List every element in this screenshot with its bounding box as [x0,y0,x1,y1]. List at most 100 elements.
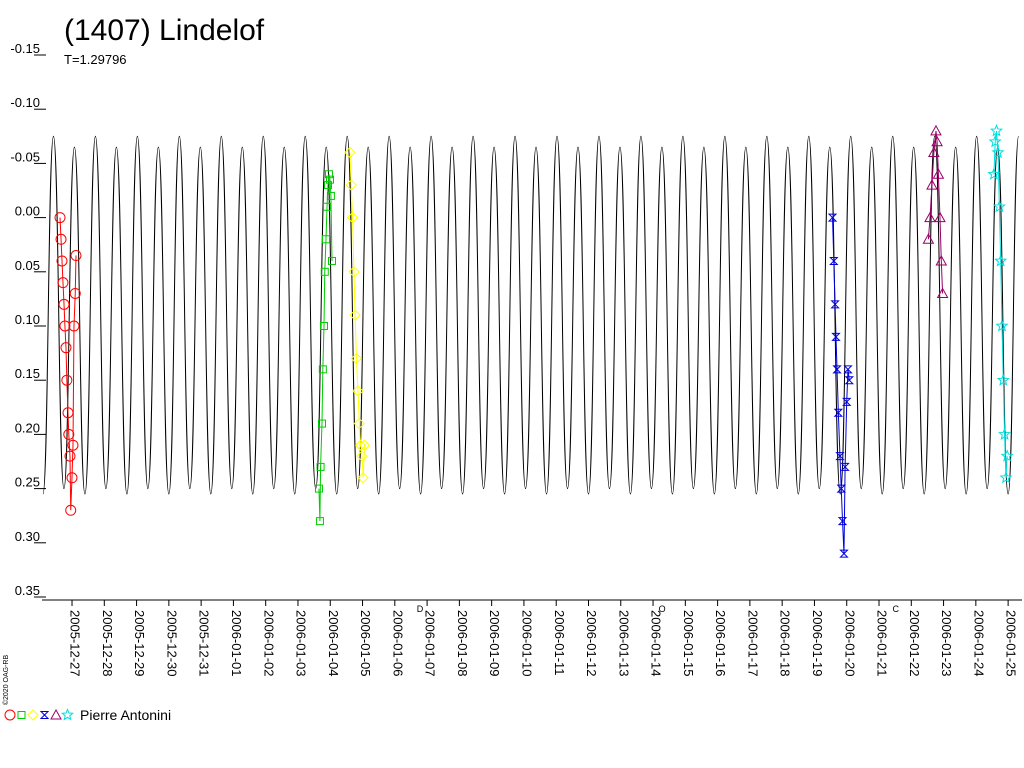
data-point [839,549,849,558]
x-tick-label: 2006-01-08 [455,610,470,677]
legend-symbol [39,711,50,719]
data-point [316,462,325,471]
data-point [837,517,848,526]
data-point [320,267,329,276]
data-point [58,298,70,310]
data-point [324,170,333,179]
x-tick-label: 2005-12-29 [132,610,147,677]
data-point [318,365,327,374]
y-tick-label: 0.10 [15,312,40,327]
x-tick-label: 2006-01-21 [875,610,890,677]
credit: ©2020 OAG-RB [2,655,10,706]
data-point [835,452,845,461]
data-point [317,419,326,428]
legend-symbol [50,708,62,720]
data-point [1000,449,1014,462]
x-tick-label: 2006-01-13 [616,610,631,677]
annotation: O [659,604,666,614]
x-tick-label: 2005-12-31 [197,610,212,677]
chart-title: (1407) Lindelof [64,14,265,47]
y-tick-label: 0.20 [15,420,40,435]
data-point [354,439,367,451]
y-tick-label: 0.15 [15,366,40,381]
data-point [926,179,938,190]
data-point [349,309,361,321]
y-tick-label: 0.30 [15,529,40,544]
x-tick-label: 2005-12-30 [164,610,179,677]
data-point [54,212,66,224]
data-point [996,373,1010,386]
data-point [840,462,850,471]
data-point [930,124,942,136]
data-point [931,135,943,147]
data-point [987,167,1001,180]
data-point [999,470,1013,484]
data-point [989,124,1004,137]
series-line [927,130,944,294]
series [344,146,371,484]
x-tick-label: 2006-01-03 [294,610,309,677]
x-tick-label: 2006-01-04 [326,610,341,677]
x-tick-label: 2006-01-12 [584,610,599,677]
x-tick-label: 2006-01-19 [810,610,825,677]
series [922,124,949,298]
x-tick-label: 2006-01-17 [745,610,760,677]
data-point [833,408,844,417]
data-point [319,322,328,330]
x-tick-label: 2006-01-23 [939,610,954,677]
data-point [995,319,1009,332]
data-point [998,427,1012,440]
y-tick-label: -0.15 [10,41,40,56]
data-point [348,266,360,278]
data-point [346,211,359,224]
x-tick-label: 2006-01-02 [261,610,276,677]
data-point [836,484,846,493]
y-tick-label: 0.05 [15,258,40,273]
legend-symbol [60,708,75,721]
x-tick-label: 2006-01-14 [649,610,664,677]
x-tick-label: 2006-01-01 [229,610,244,677]
chart-subtitle: T=1.29796 [64,52,127,67]
series [827,213,855,558]
data-point [992,199,1006,213]
data-point [66,472,78,484]
data-point [831,332,841,341]
data-point [315,517,324,526]
data-point [59,320,71,332]
y-tick-label: -0.10 [10,95,40,110]
y-tick-label: 0.25 [15,475,40,490]
data-point [345,179,357,191]
data-point [991,145,1005,159]
x-tick-label: 2005-12-28 [100,610,115,677]
data-point [922,233,935,244]
series-line [993,130,1008,478]
data-point [321,235,330,244]
data-point [61,374,73,386]
data-point [55,233,67,245]
series-line [318,174,333,522]
data-point [934,211,946,223]
data-point [65,504,77,516]
data-point [323,202,332,211]
data-point [344,146,356,159]
data-point [829,256,839,265]
data-point [327,256,336,265]
data-point [936,287,949,298]
data-point [827,213,838,222]
y-tick-label: -0.05 [10,149,40,164]
legend-symbol [27,709,39,721]
annotation: C [893,604,900,614]
data-point [60,342,72,354]
x-tick-label: 2006-01-16 [713,610,728,677]
series [987,124,1014,484]
data-point [924,211,936,223]
data-point [356,450,368,462]
x-tick-label: 2006-01-18 [778,610,793,677]
data-point [57,277,69,289]
x-tick-label: 2005-12-27 [68,610,83,677]
x-tick-label: 2006-01-11 [552,610,567,676]
x-tick-label: 2006-01-22 [907,610,922,677]
x-tick-label: 2006-01-05 [358,610,373,677]
